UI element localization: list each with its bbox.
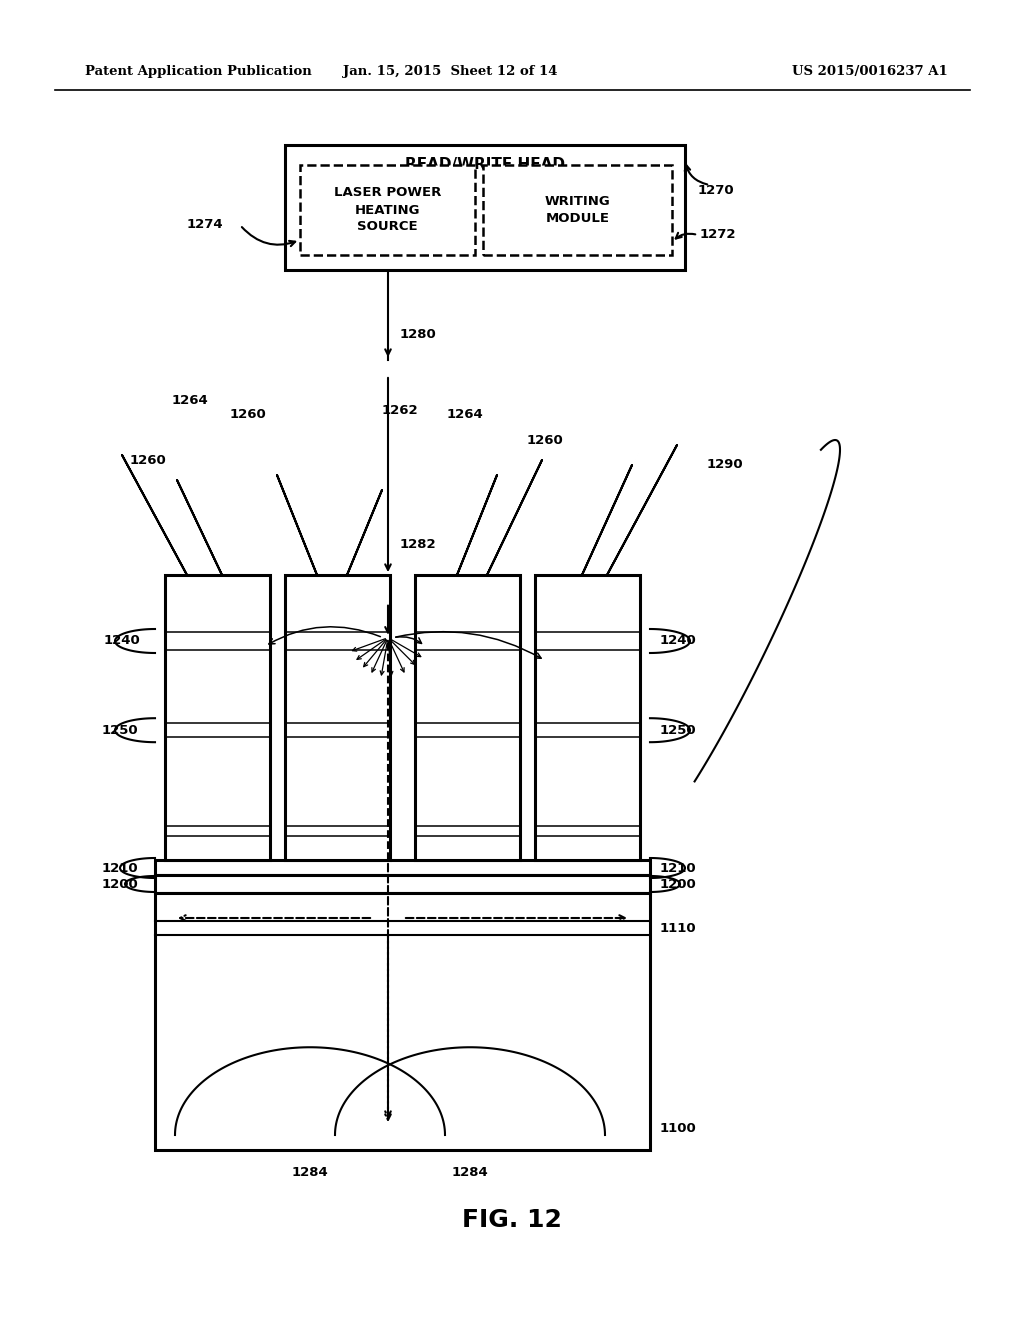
Text: 1280: 1280 (400, 329, 437, 342)
Bar (285, 576, 390, 861)
Text: 1272: 1272 (700, 228, 736, 242)
Text: 1100: 1100 (660, 1122, 696, 1134)
Text: 1282: 1282 (400, 539, 436, 552)
Text: 1110: 1110 (660, 921, 696, 935)
Text: 1290: 1290 (707, 458, 743, 471)
Text: US 2015/0016237 A1: US 2015/0016237 A1 (793, 66, 948, 78)
Text: LASER POWER
HEATING
SOURCE: LASER POWER HEATING SOURCE (334, 186, 441, 234)
Text: 1264: 1264 (446, 408, 483, 421)
Bar (483, 165, 672, 255)
Text: 1250: 1250 (660, 723, 696, 737)
Text: READ/WRITE HEAD: READ/WRITE HEAD (406, 157, 565, 173)
Text: 1260: 1260 (130, 454, 166, 466)
Text: 1200: 1200 (101, 878, 138, 891)
Bar (155, 861, 650, 875)
Bar (165, 576, 270, 861)
Text: 1284: 1284 (292, 1166, 329, 1179)
Bar (285, 145, 685, 271)
Text: 1210: 1210 (101, 862, 138, 874)
Text: 1240: 1240 (103, 635, 140, 648)
Bar (415, 576, 520, 861)
Bar (155, 875, 650, 894)
Text: 1284: 1284 (452, 1166, 488, 1179)
Text: 1264: 1264 (172, 393, 208, 407)
Text: FIG. 12: FIG. 12 (462, 1208, 562, 1232)
Text: 1210: 1210 (660, 862, 696, 874)
Text: 1262: 1262 (382, 404, 419, 417)
Text: 1250: 1250 (101, 723, 138, 737)
Text: 1260: 1260 (526, 433, 563, 446)
Text: 1270: 1270 (698, 183, 734, 197)
Bar (155, 894, 650, 1150)
Bar (300, 165, 475, 255)
Text: Patent Application Publication: Patent Application Publication (85, 66, 311, 78)
Text: Jan. 15, 2015  Sheet 12 of 14: Jan. 15, 2015 Sheet 12 of 14 (343, 66, 557, 78)
Bar (535, 576, 640, 861)
Text: 1260: 1260 (229, 408, 266, 421)
Text: WRITING
MODULE: WRITING MODULE (545, 195, 610, 224)
Text: 1200: 1200 (660, 878, 696, 891)
Text: 1240: 1240 (660, 635, 696, 648)
Text: 1274: 1274 (186, 219, 223, 231)
